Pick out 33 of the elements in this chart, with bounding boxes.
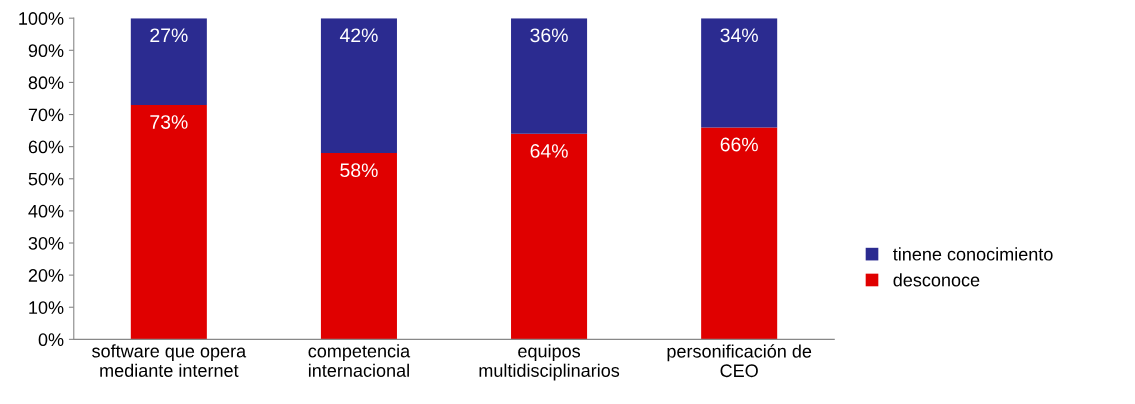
data-label: 64%: [530, 144, 568, 158]
y-tick-label: 20%: [28, 269, 64, 282]
bar: [511, 18, 588, 134]
data-label: 36%: [530, 28, 568, 43]
bar: [320, 153, 397, 340]
y-tick-label: 0%: [38, 333, 64, 347]
bar: [130, 104, 207, 340]
y-tick-label: 70%: [28, 108, 64, 122]
x-tick-label: equipos multidisciplinarios: [479, 344, 620, 381]
y-tick-label: 80%: [28, 76, 64, 90]
data-label: 58%: [340, 163, 378, 178]
data-label: 27%: [150, 28, 188, 43]
data-label: 73%: [150, 115, 188, 129]
y-tick-label: 40%: [28, 204, 64, 218]
data-label: 66%: [720, 137, 758, 152]
data-label: 42%: [339, 28, 378, 43]
y-tick-label: 10%: [29, 301, 64, 314]
data-label: 34%: [720, 28, 758, 43]
y-tick-label: 100%: [19, 12, 64, 25]
bar: [130, 18, 207, 105]
y-tick-label: 30%: [28, 236, 64, 250]
bar: [511, 133, 588, 340]
legend-label: desconoce: [893, 273, 980, 287]
y-tick-label: 90%: [28, 44, 64, 58]
x-tick-label: software que opera mediante internet: [92, 344, 247, 377]
legend-label: tinene conocimiento: [893, 247, 1053, 261]
x-tick-label: personificación de CEO: [667, 344, 812, 378]
y-tick-label: 60%: [28, 140, 64, 154]
x-tick-label: competencia internacional: [308, 344, 411, 377]
bar: [320, 18, 397, 154]
bar: [701, 127, 778, 340]
bar: [701, 18, 778, 128]
y-tick-label: 50%: [28, 172, 64, 186]
